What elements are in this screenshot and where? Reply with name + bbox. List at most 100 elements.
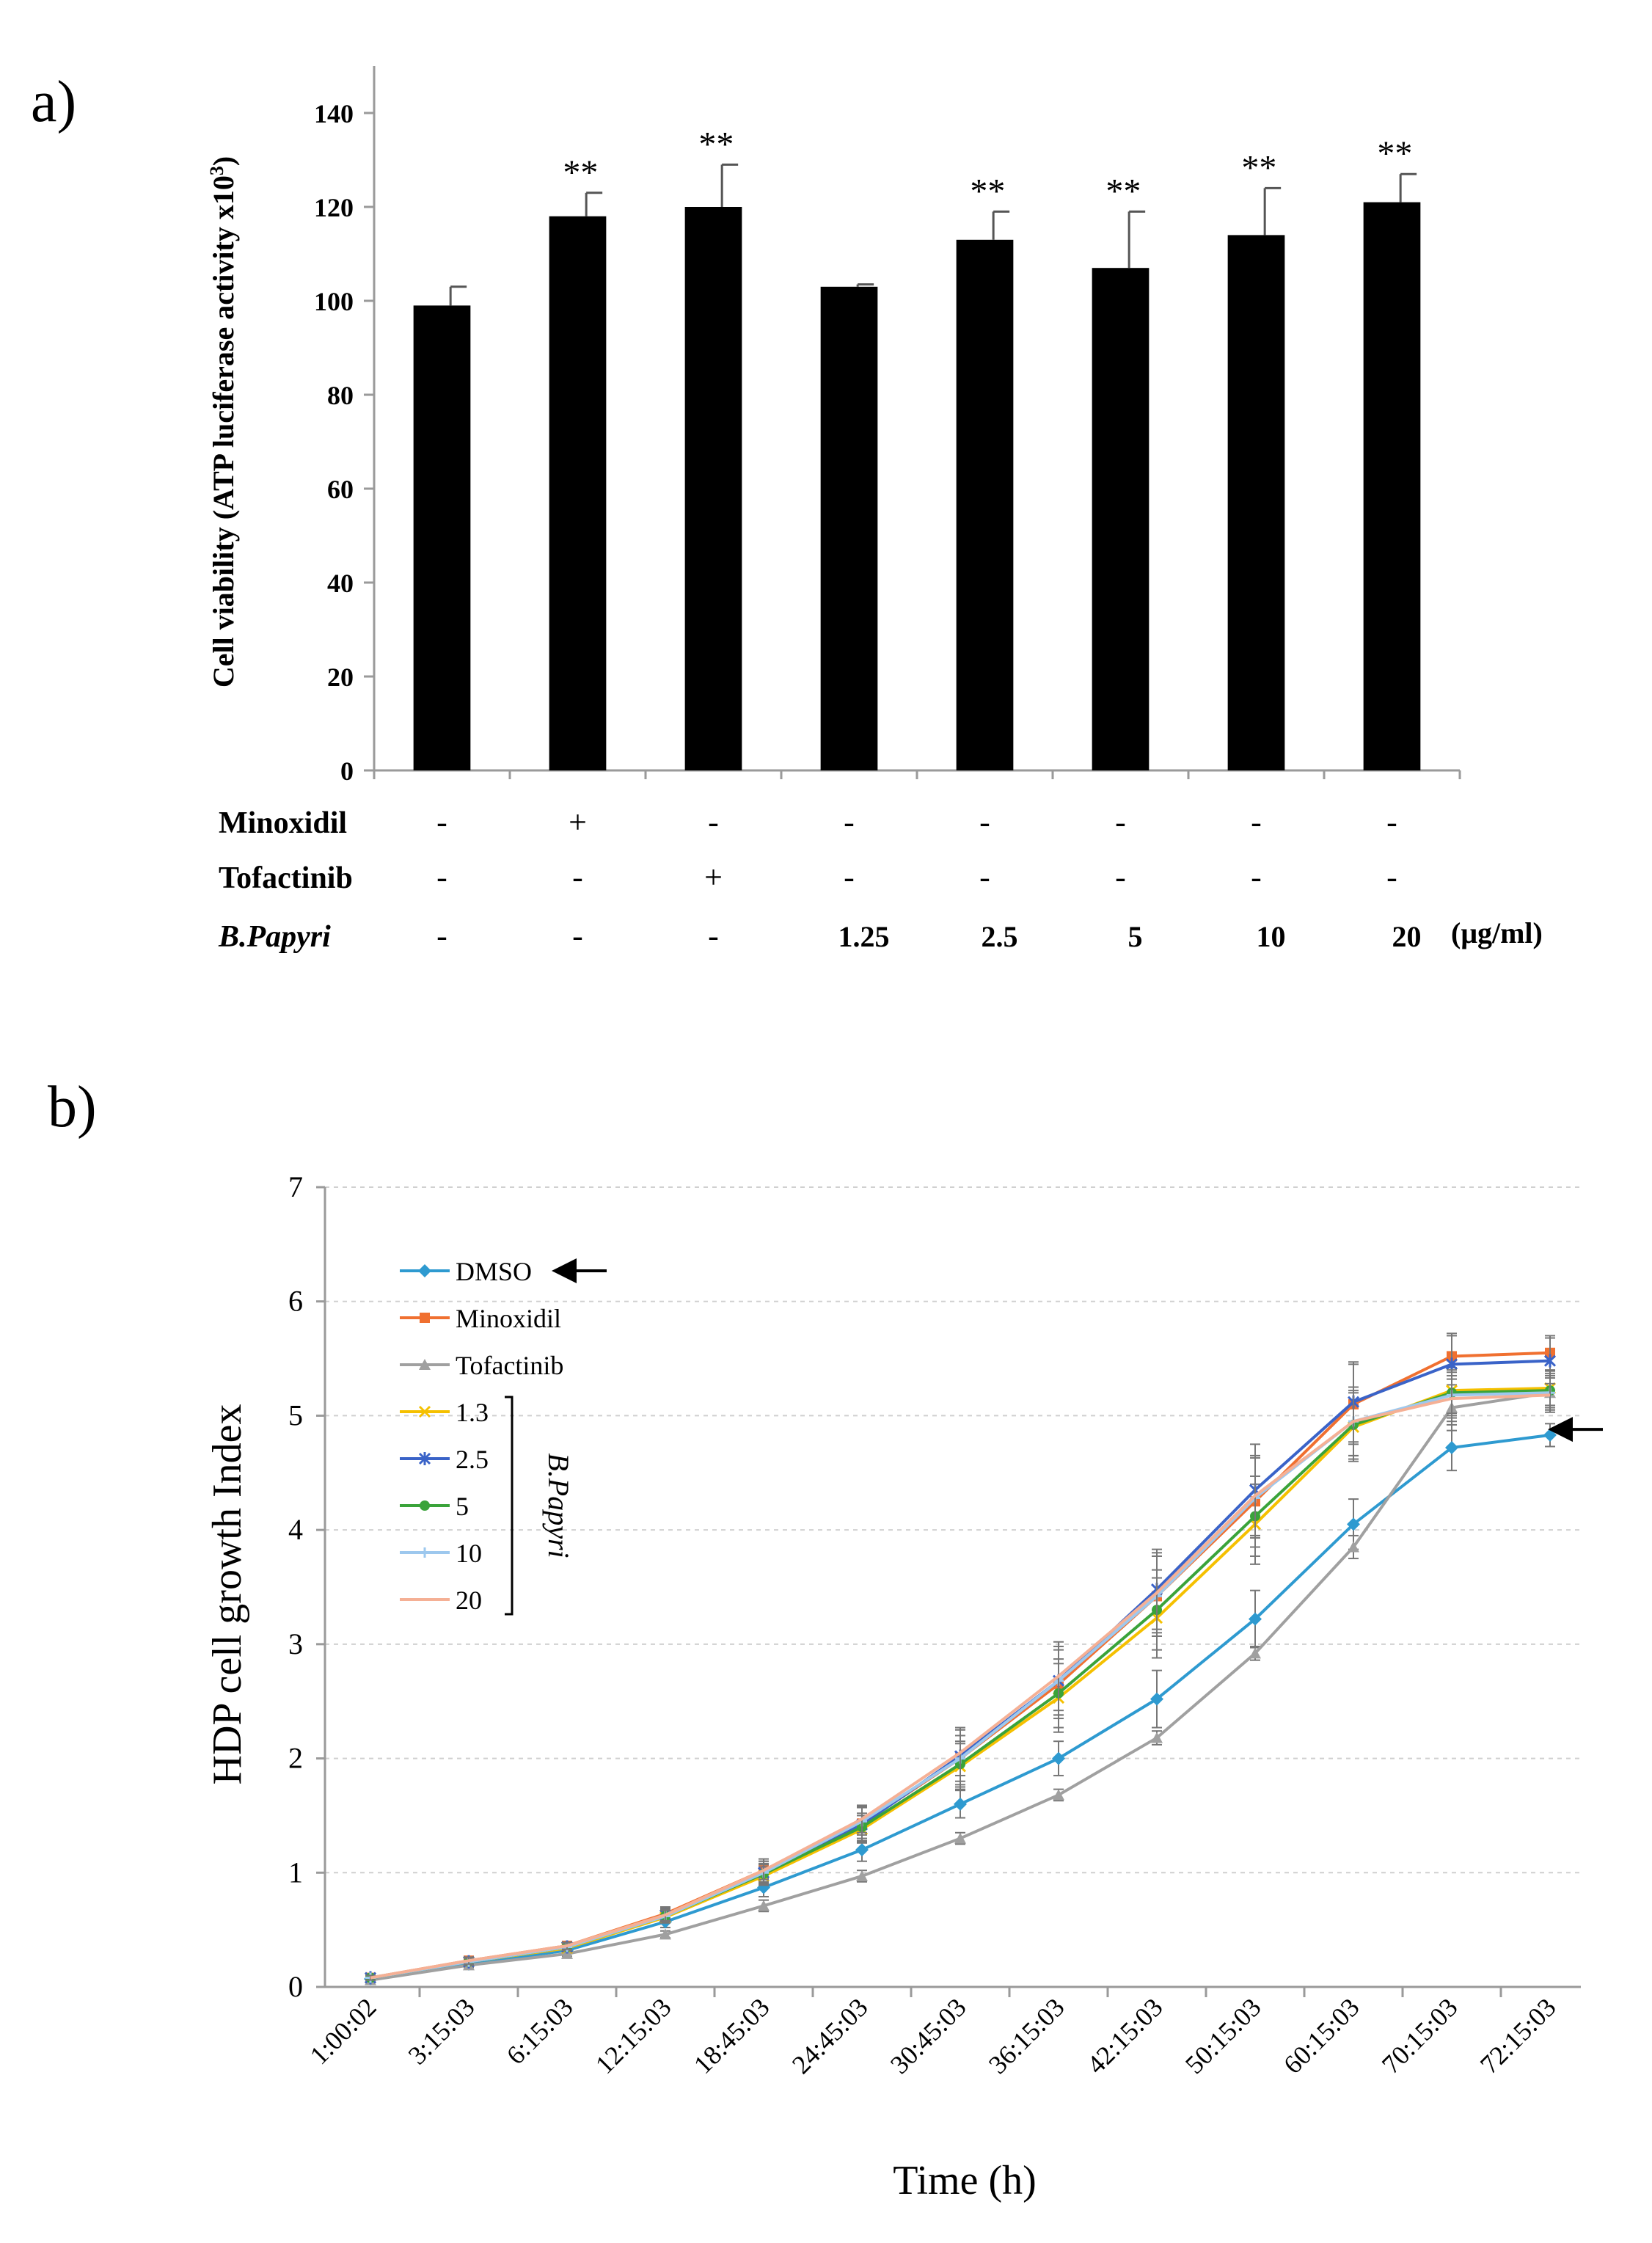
panel-b-data-point — [1445, 1441, 1458, 1455]
panel-b-legend-label: 10 — [456, 1539, 482, 1568]
panel-b-legend-label: 20 — [456, 1586, 482, 1615]
panel-b-data-point — [855, 1843, 869, 1857]
panel-b-y-tick-label: 2 — [288, 1742, 303, 1775]
panel-b-y-tick-label: 3 — [288, 1627, 303, 1660]
panel-b-legend-marker — [420, 1313, 430, 1323]
panel-a-row-value: - — [1386, 859, 1397, 895]
panel-a-row-value: - — [979, 804, 990, 840]
panel-b-legend-bracket — [505, 1396, 513, 1616]
panel-b-data-point — [1249, 1612, 1262, 1626]
panel-a-y-axis-label-superscript: 3 — [206, 166, 227, 175]
panel-a-label: a) — [31, 70, 76, 134]
panel-a-row-value: - — [436, 804, 447, 840]
panel-b-legend-label: DMSO — [456, 1257, 532, 1286]
panel-a-row-value: - — [1386, 804, 1397, 840]
panel-a-y-axis-label: Cell viability (ATP luciferase activity … — [206, 156, 240, 688]
panel-a-bar — [1363, 202, 1421, 771]
panel-a-y-tick-label: 120 — [314, 193, 354, 222]
panel-a-row-value: - — [1251, 804, 1262, 840]
panel-b-data-point — [1053, 1789, 1064, 1801]
panel-a-y-tick-label: 140 — [314, 99, 354, 128]
panel-a-significance-label: ** — [1105, 172, 1141, 211]
panel-b-legend-marker — [418, 1264, 431, 1277]
panel-b-data-point — [954, 1832, 966, 1844]
panel-b-data-point — [659, 1928, 671, 1940]
panel-a-row-value: 5 — [1128, 920, 1143, 953]
panel-b-dmso-end-arrow-head — [1548, 1417, 1573, 1443]
panel-a-row-value: - — [1115, 859, 1126, 895]
panel-a-row-value: - — [844, 859, 855, 895]
panel-a-bar — [413, 305, 471, 770]
panel-b-data-point — [1249, 1647, 1261, 1659]
panel-b-data-point — [954, 1797, 967, 1811]
panel-a-bar-chart: a) 0 20 40 60 80 100 120 140 ** ** ** ** ** ** Minox… — [31, 66, 1543, 954]
panel-b-data-point — [1347, 1517, 1360, 1531]
panel-b-legend-bracket-label: B.Papyri — [542, 1453, 575, 1558]
panel-a-row-value: - — [844, 804, 855, 840]
panel-b-data-point — [1348, 1541, 1359, 1553]
panel-b-legend-marker — [418, 1452, 431, 1465]
panel-a-row-value: - — [1251, 859, 1262, 895]
panel-b-series — [364, 1332, 1557, 1986]
panel-a-y-axis-label-close: ) — [207, 156, 240, 166]
panel-b-data-point — [1150, 1692, 1163, 1706]
panel-a-unit-label: (μg/ml) — [1451, 916, 1543, 949]
panel-b-legend: DMSO Minoxidil Tofactinib 1.3 2.5 5 10 20 B.Papy… — [400, 1257, 575, 1616]
panel-b-y-tick-label: 6 — [288, 1285, 303, 1318]
panel-a-row-value: + — [704, 859, 723, 895]
panel-a-row-value: - — [572, 918, 583, 954]
panel-a-axes: 0 20 40 60 80 100 120 140 — [314, 66, 1461, 786]
panel-a-bar — [549, 216, 607, 770]
panel-a-y-tick-label: 100 — [314, 287, 354, 316]
panel-b-legend-label: 5 — [456, 1492, 469, 1521]
panel-b-legend-marker — [420, 1500, 430, 1511]
panel-a-y-axis-label-main: Cell viability (ATP luciferase activity … — [207, 175, 240, 688]
panel-a-row-value: 20 — [1392, 920, 1422, 953]
panel-b-legend-marker — [418, 1405, 431, 1418]
panel-b-data-point — [758, 1900, 770, 1911]
panel-a-row-value: + — [569, 804, 587, 840]
panel-b-x-axis-label: Time (h) — [893, 2158, 1037, 2203]
panel-b-line — [370, 1393, 1551, 1980]
panel-a-row-value: - — [979, 859, 990, 895]
panel-b-data-point — [1543, 1354, 1557, 1368]
panel-b-legend-label: 2.5 — [456, 1445, 489, 1474]
panel-b-y-tick-label: 7 — [288, 1170, 303, 1203]
panel-a-y-tick-label: 80 — [327, 381, 354, 410]
panel-a-row-value: 2.5 — [982, 920, 1018, 953]
panel-a-row-value: 10 — [1257, 920, 1286, 953]
panel-a-bars: ** ** ** ** ** ** — [413, 125, 1421, 771]
panel-b-legend-marker — [419, 1359, 431, 1370]
panel-b-label: b) — [48, 1075, 97, 1139]
panel-a-condition-table: Minoxidil - + - - - - - - Tofactinib - - + - - - - - B.Pap… — [218, 804, 1543, 954]
panel-a-row-value: - — [1115, 804, 1126, 840]
panel-b-y-tick-label: 1 — [288, 1856, 303, 1889]
panel-b-legend-label: Tofactinib — [456, 1351, 563, 1380]
panel-a-row-value: - — [708, 918, 719, 954]
panel-a-row-label: Minoxidil — [219, 806, 347, 840]
panel-a-significance-label: ** — [563, 153, 598, 192]
panel-a-y-tick-label: 0 — [340, 756, 354, 786]
panel-b-y-tick-label: 4 — [288, 1513, 303, 1546]
panel-a-significance-label: ** — [970, 172, 1005, 211]
panel-b-legend-label: 1.3 — [456, 1398, 489, 1427]
panel-a-row-label: Tofactinib — [219, 861, 353, 895]
panel-a-row-value: 1.25 — [838, 920, 890, 953]
panel-b-legend-dmso-arrow-head — [552, 1258, 577, 1283]
panel-a-bar — [1227, 235, 1285, 770]
panel-b-y-tick-label: 0 — [288, 1970, 303, 2003]
panel-b-data-point — [1445, 1357, 1458, 1371]
panel-a-row-value: - — [436, 918, 447, 954]
panel-a-row-value: - — [572, 859, 583, 895]
panel-a-bar — [1092, 268, 1150, 770]
panel-a-significance-label: ** — [1241, 148, 1276, 187]
panel-b-data-point — [1151, 1732, 1163, 1743]
panel-b-arrows — [552, 1258, 1603, 1443]
panel-b-y-tick-label: 5 — [288, 1398, 303, 1431]
panel-b-legend-marker — [420, 1547, 430, 1558]
panel-a-bar — [956, 239, 1014, 770]
panel-a-y-tick-label: 20 — [327, 663, 354, 692]
panel-b-legend-label: Minoxidil — [456, 1304, 561, 1333]
panel-b-data-point — [1052, 1751, 1065, 1765]
